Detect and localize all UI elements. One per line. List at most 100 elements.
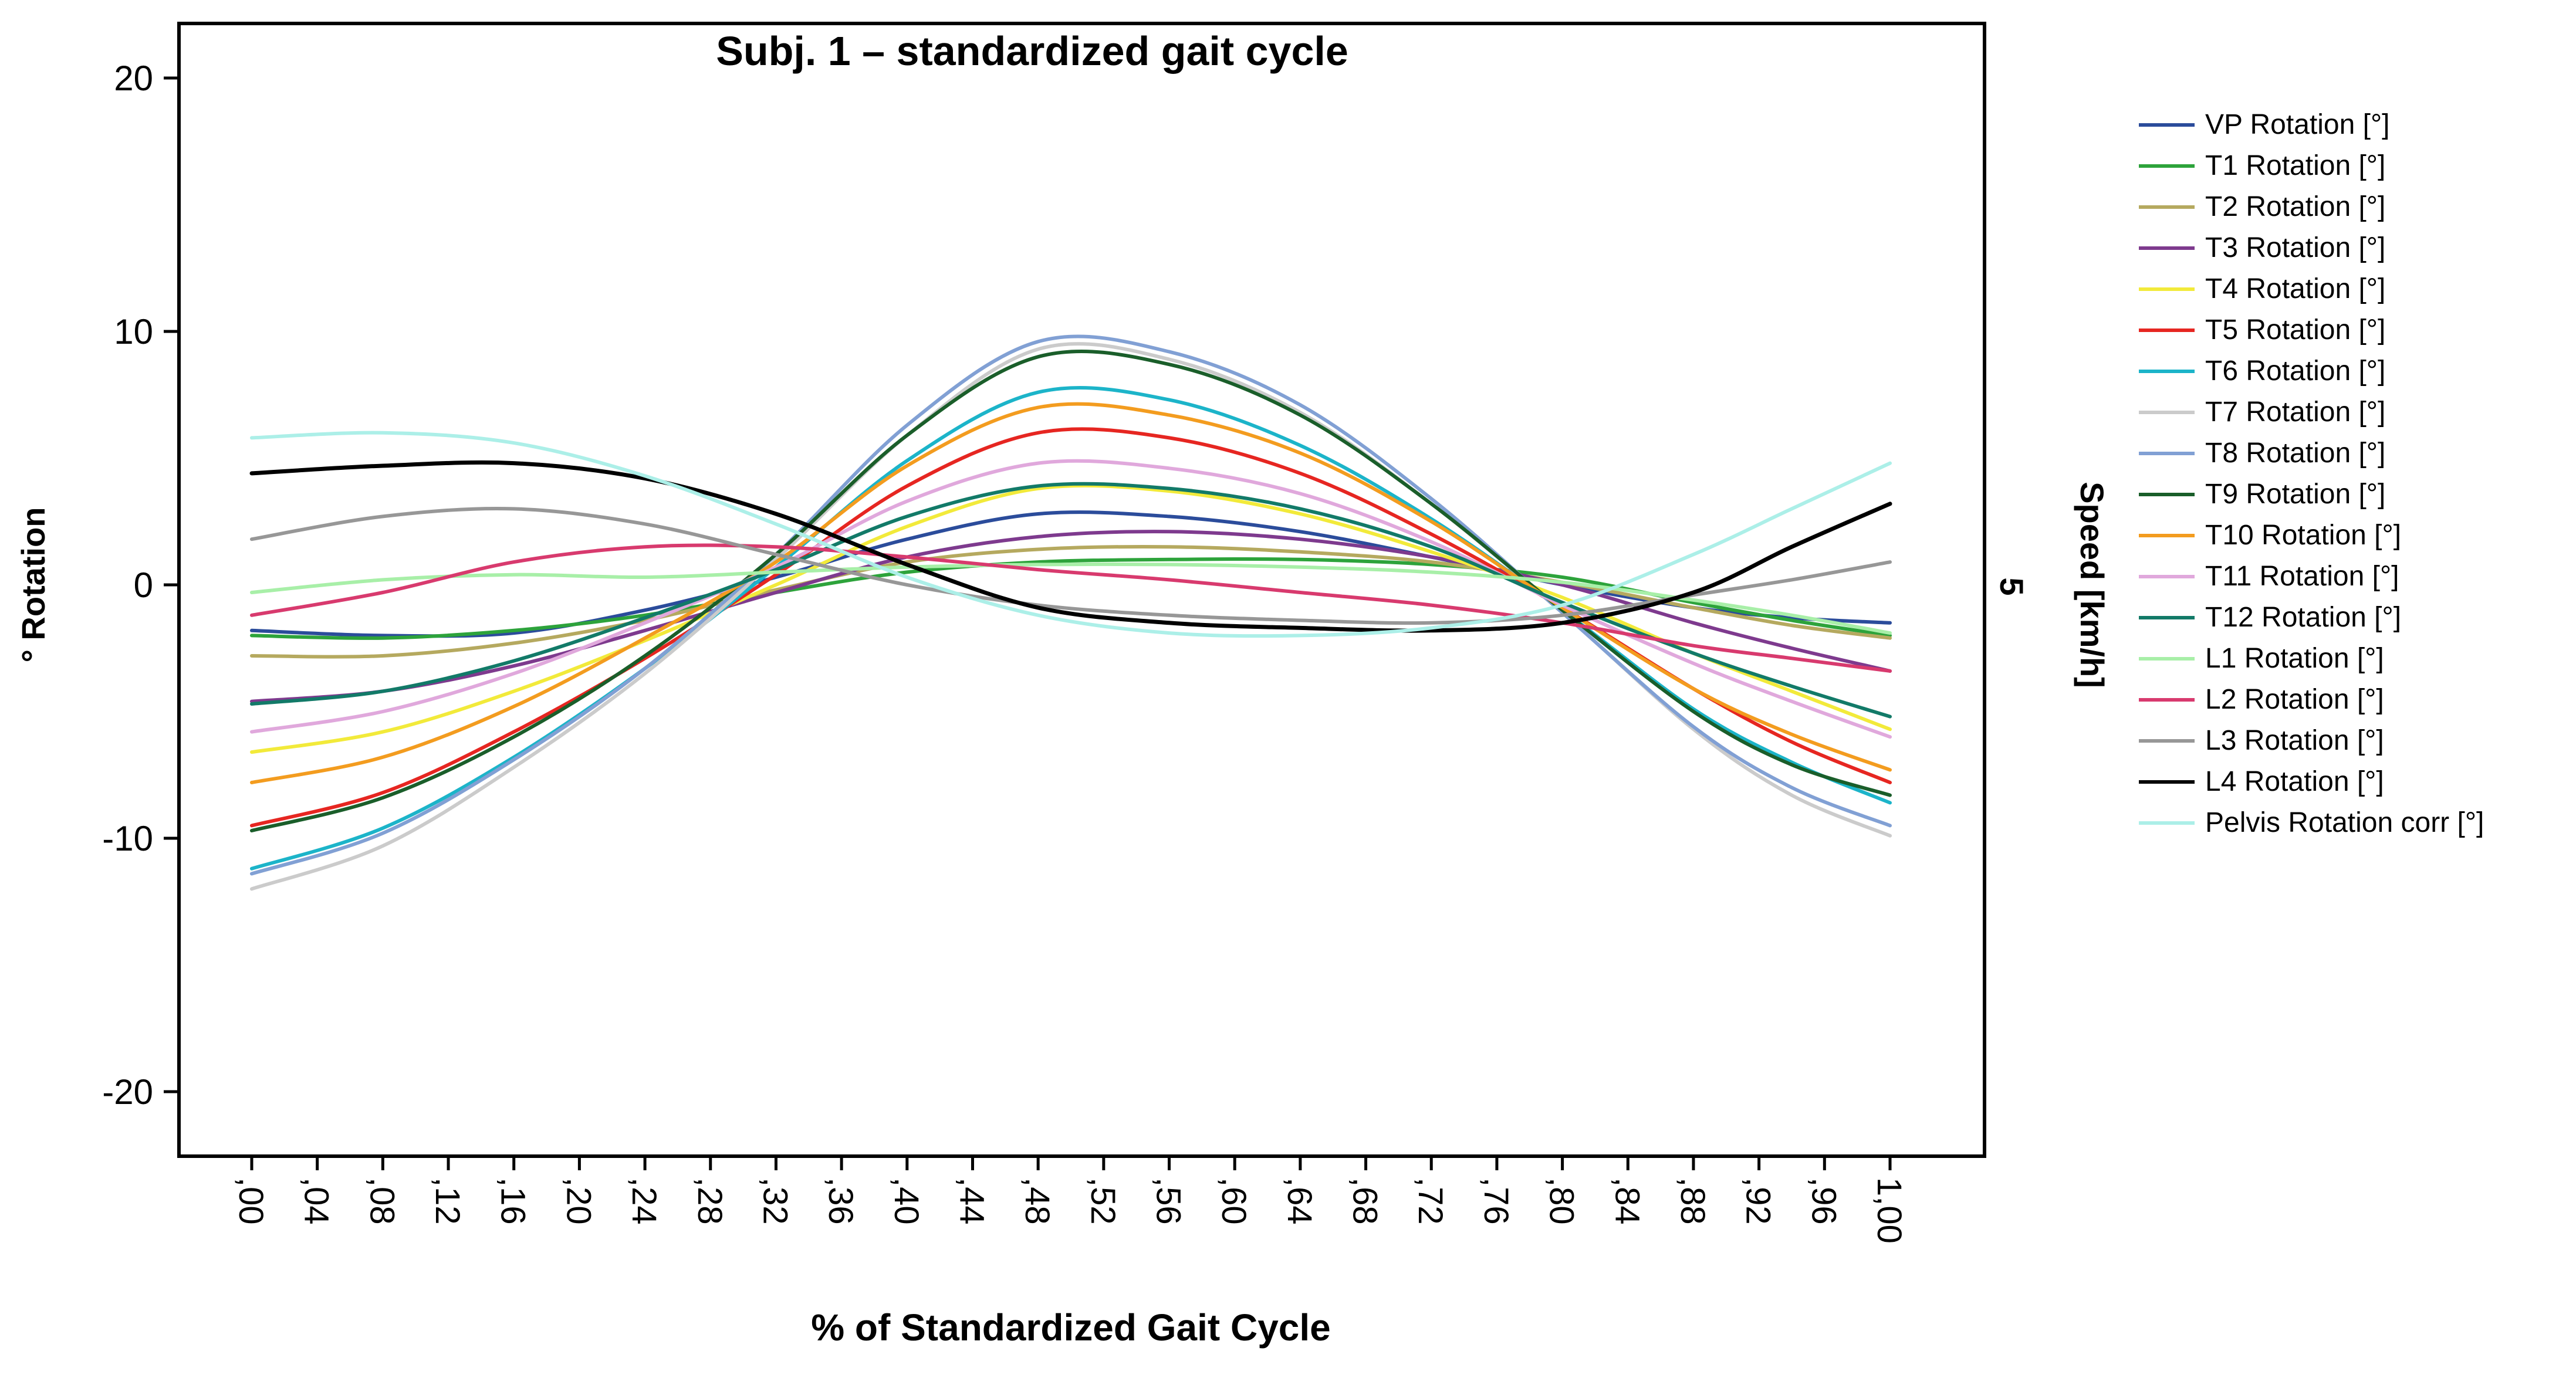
- legend-item: T2 Rotation [°]: [2139, 187, 2484, 228]
- legend-item: T10 Rotation [°]: [2139, 515, 2484, 556]
- legend-label: L1 Rotation [°]: [2205, 643, 2384, 674]
- x-tick-label: ,84: [1608, 1177, 1646, 1225]
- legend-item: T8 Rotation [°]: [2139, 433, 2484, 474]
- legend-item: L1 Rotation [°]: [2139, 638, 2484, 679]
- x-tick-label: ,16: [494, 1177, 532, 1225]
- legend-item: VP Rotation [°]: [2139, 104, 2484, 145]
- legend-item: T6 Rotation [°]: [2139, 351, 2484, 392]
- series-line-16: [249, 460, 1892, 633]
- legend: VP Rotation [°] T1 Rotation [°] T2 Rotatio…: [2139, 104, 2484, 844]
- legend-item: T12 Rotation [°]: [2139, 597, 2484, 638]
- legend-color-swatch: [2139, 328, 2195, 332]
- legend-label: T4 Rotation [°]: [2205, 273, 2386, 304]
- x-tick-label: ,44: [953, 1177, 991, 1225]
- legend-color-swatch: [2139, 493, 2195, 496]
- x-tick-label: ,32: [756, 1177, 794, 1225]
- y-tick-label: 10: [114, 312, 153, 351]
- series-line-0: [250, 510, 1892, 638]
- right-axis-label: Speed [km/h]: [2074, 482, 2111, 688]
- legend-color-swatch: [2139, 123, 2195, 127]
- x-tick-label: ,52: [1084, 1177, 1122, 1225]
- legend-label: T2 Rotation [°]: [2205, 191, 2386, 222]
- legend-label: T12 Rotation [°]: [2205, 602, 2402, 633]
- x-tick-label: ,64: [1280, 1177, 1319, 1225]
- legend-label: T10 Rotation [°]: [2205, 520, 2402, 551]
- series-group: [249, 334, 1892, 891]
- legend-label: L4 Rotation [°]: [2205, 766, 2384, 797]
- legend-label: T5 Rotation [°]: [2205, 314, 2386, 346]
- legend-label: T6 Rotation [°]: [2205, 355, 2386, 387]
- series-line-4: [250, 483, 1892, 754]
- legend-color-swatch: [2139, 657, 2195, 661]
- x-tick-label: ,00: [232, 1177, 270, 1225]
- y-tick-label: -10: [102, 819, 153, 858]
- x-tick-label: 1,00: [1870, 1177, 1908, 1244]
- x-tick-label: ,12: [428, 1177, 466, 1225]
- x-tick-label: ,72: [1411, 1177, 1449, 1225]
- legend-color-swatch: [2139, 780, 2195, 784]
- series-line-14: [250, 543, 1892, 673]
- legend-label: VP Rotation [°]: [2205, 109, 2390, 140]
- legend-color-swatch: [2139, 411, 2195, 414]
- legend-color-swatch: [2139, 616, 2195, 619]
- series-line-11: [250, 459, 1892, 739]
- legend-color-swatch: [2139, 739, 2195, 743]
- legend-label: T3 Rotation [°]: [2205, 232, 2386, 263]
- x-tick-label: ,68: [1346, 1177, 1384, 1225]
- legend-item: L3 Rotation [°]: [2139, 720, 2484, 761]
- x-tick-label: ,36: [822, 1177, 860, 1225]
- legend-color-swatch: [2139, 821, 2195, 825]
- series-line-10: [250, 402, 1892, 784]
- legend-label: Pelvis Rotation corr [°]: [2205, 807, 2484, 838]
- series-line-7: [250, 342, 1892, 891]
- x-tick-label: ,08: [363, 1177, 401, 1225]
- x-tick-label: ,80: [1543, 1177, 1581, 1225]
- x-axis-label: % of Standardized Gait Cycle: [811, 1306, 1331, 1349]
- y-tick-label: -20: [102, 1072, 153, 1112]
- series-line-13: [250, 562, 1892, 635]
- x-tick-label: ,56: [1150, 1177, 1188, 1225]
- x-tick-label: ,88: [1674, 1177, 1712, 1225]
- legend-item: T4 Rotation [°]: [2139, 269, 2484, 310]
- legend-label: L2 Rotation [°]: [2205, 684, 2384, 715]
- legend-color-swatch: [2139, 370, 2195, 373]
- legend-label: T9 Rotation [°]: [2205, 479, 2386, 510]
- x-tick-label: ,28: [691, 1177, 729, 1225]
- legend-item: T5 Rotation [°]: [2139, 310, 2484, 351]
- x-tick-label: ,04: [298, 1177, 336, 1225]
- legend-label: T8 Rotation [°]: [2205, 438, 2386, 469]
- right-axis-value: 5: [1993, 577, 2030, 596]
- legend-color-swatch: [2139, 246, 2195, 250]
- legend-label: T7 Rotation [°]: [2205, 397, 2386, 428]
- x-tick-label: ,76: [1477, 1177, 1515, 1225]
- legend-item: T7 Rotation [°]: [2139, 392, 2484, 433]
- x-tick-label: ,20: [559, 1177, 597, 1225]
- legend-color-swatch: [2139, 452, 2195, 455]
- x-tick-label: ,48: [1018, 1177, 1056, 1225]
- legend-item: L4 Rotation [°]: [2139, 761, 2484, 802]
- x-tick-label: ,92: [1739, 1177, 1777, 1225]
- x-tick-label: ,96: [1804, 1177, 1843, 1225]
- legend-item: L2 Rotation [°]: [2139, 679, 2484, 720]
- legend-color-swatch: [2139, 698, 2195, 702]
- legend-color-swatch: [2139, 575, 2195, 578]
- x-tick-label: ,40: [887, 1177, 925, 1225]
- legend-item: T9 Rotation [°]: [2139, 474, 2484, 515]
- legend-item: T11 Rotation [°]: [2139, 556, 2484, 597]
- y-axis-label: ° Rotation: [15, 507, 52, 663]
- y-tick-label: 0: [134, 565, 153, 605]
- series-line-9: [250, 349, 1892, 832]
- x-tick-label: ,60: [1215, 1177, 1253, 1225]
- legend-color-swatch: [2139, 164, 2195, 168]
- x-axis: ,00 ,04 ,08 ,12 ,16 ,20 ,24 ,28 ,32 ,36 ,40 ,44 ,48,…: [232, 1156, 1908, 1244]
- legend-label: L3 Rotation [°]: [2205, 725, 2384, 756]
- legend-label: T1 Rotation [°]: [2205, 150, 2386, 181]
- legend-color-swatch: [2139, 205, 2195, 209]
- legend-color-swatch: [2139, 287, 2195, 291]
- plot-frame: [177, 22, 1986, 1158]
- series-line-3: [250, 530, 1892, 703]
- series-line-17: [250, 431, 1892, 638]
- legend-label: T11 Rotation [°]: [2205, 561, 2399, 592]
- chart-title: Subj. 1 – standardized gait cycle: [716, 28, 1348, 74]
